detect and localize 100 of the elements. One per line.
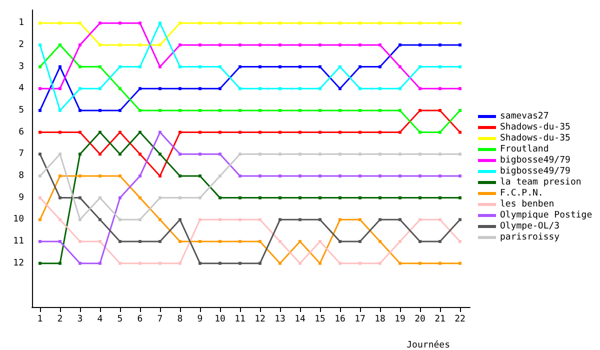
point <box>158 218 162 222</box>
point <box>198 174 202 178</box>
point <box>178 43 182 46</box>
x-tick-label: 14 <box>294 314 306 324</box>
point <box>158 130 162 134</box>
point <box>138 87 142 90</box>
y-tick-label: 6 <box>18 127 24 138</box>
point <box>198 262 202 265</box>
point <box>258 65 262 68</box>
point <box>438 108 442 112</box>
point <box>338 22 342 25</box>
point <box>198 87 202 90</box>
point <box>298 130 302 134</box>
point <box>298 174 302 178</box>
x-tick-label: 18 <box>374 314 386 324</box>
point <box>298 218 302 222</box>
line-series <box>38 22 462 90</box>
point <box>98 43 102 46</box>
legend-label: Olympe-OL/3 <box>500 222 560 232</box>
legend-label: Shadows-du-35 <box>500 122 570 132</box>
line-series <box>38 22 462 112</box>
point <box>318 65 322 68</box>
x-tick-label: 15 <box>314 314 326 324</box>
point <box>258 108 262 112</box>
point <box>338 87 342 90</box>
point <box>458 174 462 178</box>
point <box>38 22 42 25</box>
point <box>98 196 102 200</box>
point <box>398 196 402 200</box>
legend-label: parisroissy <box>500 232 560 242</box>
y-tick-label: 11 <box>13 236 24 246</box>
point <box>378 43 382 46</box>
point <box>238 262 242 265</box>
point <box>438 65 442 68</box>
point <box>438 174 442 178</box>
point <box>78 218 82 222</box>
point <box>98 108 102 112</box>
point <box>198 108 202 112</box>
x-tick-label: 5 <box>117 314 123 324</box>
point <box>378 196 382 200</box>
point <box>398 262 402 265</box>
point <box>278 65 282 68</box>
point <box>318 87 322 90</box>
point <box>438 218 442 222</box>
point <box>158 65 162 68</box>
point <box>178 262 182 265</box>
point <box>58 43 62 46</box>
point <box>178 65 182 68</box>
point <box>78 22 82 25</box>
point <box>258 218 262 222</box>
point <box>298 43 302 46</box>
point <box>318 108 322 112</box>
point <box>318 218 322 222</box>
x-tick-label: 19 <box>394 314 406 324</box>
line-series <box>38 174 462 265</box>
legend-label: Shadows-du-35 <box>500 134 570 144</box>
point <box>58 22 62 25</box>
line-series <box>38 196 462 265</box>
point <box>118 108 122 112</box>
point <box>218 130 222 134</box>
point <box>258 130 262 134</box>
point <box>418 22 422 25</box>
point <box>458 262 462 265</box>
x-tick-label: 2 <box>57 314 63 324</box>
point <box>218 196 222 200</box>
point <box>118 152 122 156</box>
x-tick-label: 11 <box>234 314 246 324</box>
point <box>178 22 182 25</box>
point <box>78 130 82 134</box>
point <box>78 262 82 265</box>
point <box>318 196 322 200</box>
point <box>218 65 222 68</box>
point <box>238 65 242 68</box>
point <box>358 87 362 90</box>
point <box>178 87 182 90</box>
point <box>38 87 42 90</box>
point <box>358 174 362 178</box>
point <box>238 174 242 178</box>
point <box>38 65 42 68</box>
line-series <box>38 43 462 112</box>
x-tick-label: 20 <box>414 314 426 324</box>
point <box>238 130 242 134</box>
point <box>278 87 282 90</box>
x-tick-label: 21 <box>434 314 446 324</box>
point <box>278 43 282 46</box>
x-tick-label: 12 <box>254 314 266 324</box>
x-tick-label: 6 <box>137 314 143 324</box>
line-series <box>38 43 462 134</box>
point <box>398 174 402 178</box>
legend-label: la team presion <box>500 178 582 188</box>
point <box>58 196 62 200</box>
point <box>278 130 282 134</box>
point <box>278 262 282 265</box>
y-tick-label: 3 <box>18 62 24 72</box>
point <box>338 108 342 112</box>
point <box>138 174 142 178</box>
legend-label: samevas27 <box>500 112 549 122</box>
point <box>298 108 302 112</box>
point <box>118 43 122 46</box>
legend-label: bigbosse49/79 <box>500 156 570 166</box>
